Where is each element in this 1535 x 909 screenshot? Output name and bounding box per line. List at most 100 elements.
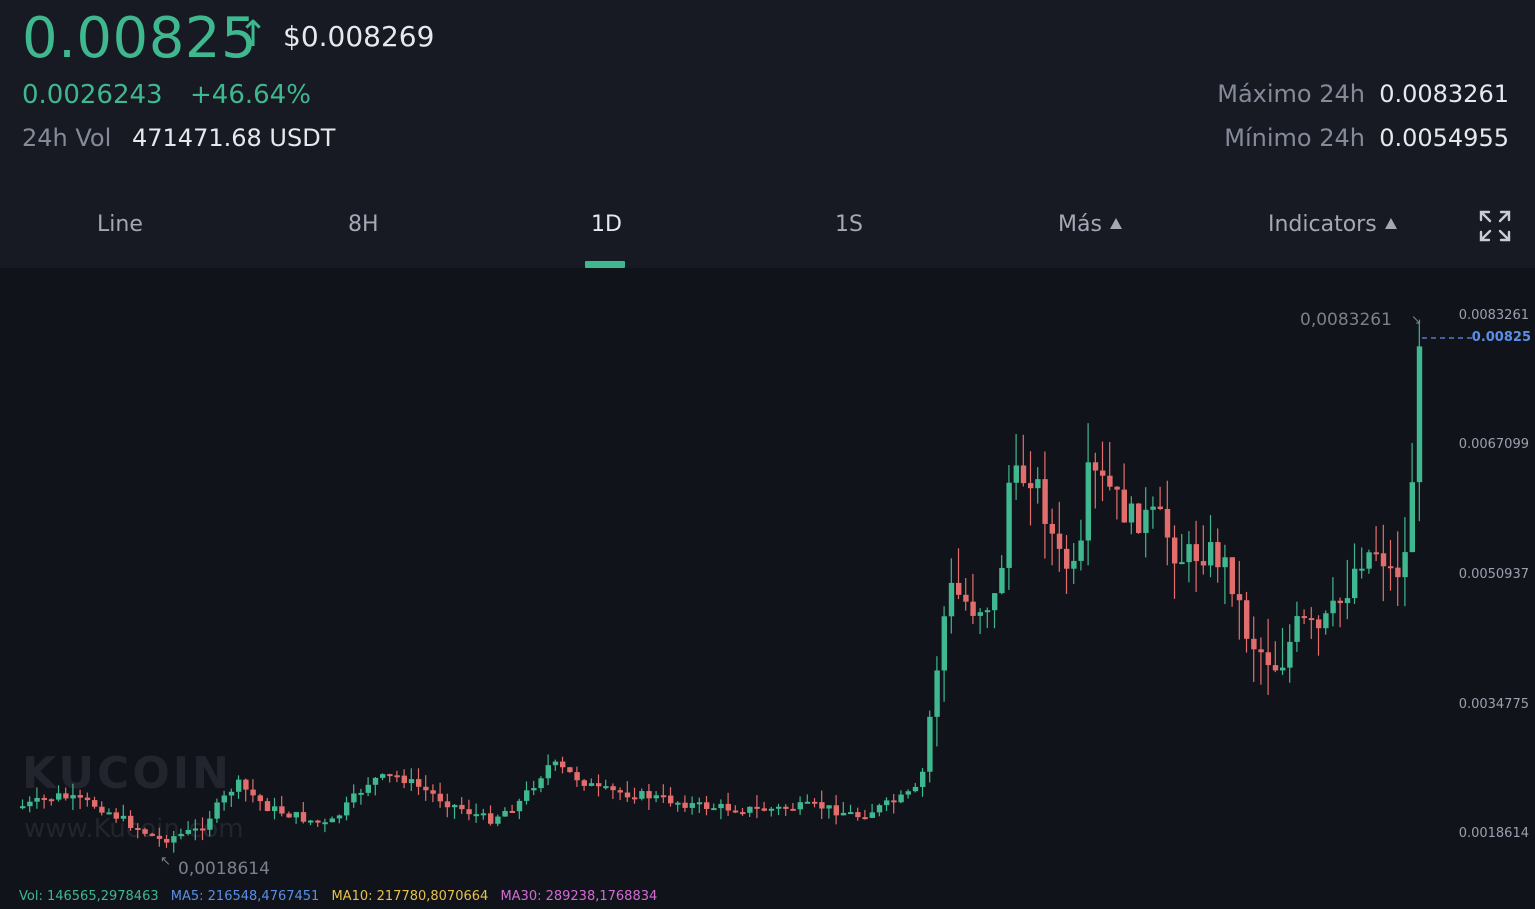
price-axis-label: 0.0067099 xyxy=(1458,437,1529,452)
candle xyxy=(1200,525,1207,575)
tab-more-label: Más xyxy=(1058,212,1102,237)
candle-body xyxy=(776,806,782,809)
candle xyxy=(1100,441,1106,502)
candle xyxy=(963,578,969,611)
candle-body xyxy=(1042,479,1048,524)
candle xyxy=(639,788,645,801)
candle-body xyxy=(92,800,98,807)
candle xyxy=(351,784,357,808)
candle xyxy=(1028,451,1034,526)
candle xyxy=(1179,533,1185,565)
candle-body xyxy=(783,806,789,809)
candle xyxy=(1056,501,1063,572)
candle-body xyxy=(279,806,285,814)
tab-line[interactable]: Line xyxy=(97,212,143,237)
candle-body xyxy=(653,795,659,799)
candle-body xyxy=(401,775,407,784)
candle-body xyxy=(1308,618,1315,621)
candle-body xyxy=(365,784,371,793)
candle xyxy=(1323,610,1329,635)
candle-body xyxy=(221,795,227,803)
candle-body xyxy=(1092,462,1099,471)
candle-body xyxy=(1013,465,1019,483)
candlestick-chart[interactable]: KUCOIN www.Kucoin.com 0.0083261 0.00825 … xyxy=(0,268,1535,909)
tab-indicators[interactable]: Indicators xyxy=(1268,212,1397,237)
candle-body xyxy=(660,795,667,798)
candle xyxy=(236,775,242,799)
candle xyxy=(207,810,213,837)
candle xyxy=(574,766,580,787)
candle-body xyxy=(603,786,609,789)
candle-body xyxy=(869,812,875,818)
candle-body xyxy=(963,594,969,602)
candle xyxy=(128,810,134,831)
candle xyxy=(732,805,739,814)
candle xyxy=(653,791,659,803)
candle-body xyxy=(912,786,919,792)
candle-body xyxy=(1280,667,1286,671)
candle-body xyxy=(840,812,847,816)
candle xyxy=(77,789,83,810)
candle-body xyxy=(466,809,472,815)
candle-body xyxy=(1395,567,1401,578)
candle xyxy=(300,801,307,824)
candle xyxy=(502,807,508,817)
candle-body xyxy=(135,827,141,830)
tab-1d[interactable]: 1D xyxy=(591,212,622,237)
candle xyxy=(1352,543,1358,604)
candle-body xyxy=(509,810,515,813)
candle-body xyxy=(927,716,933,772)
candle-body xyxy=(228,791,235,796)
candle-body xyxy=(300,812,307,822)
candle-body xyxy=(423,786,429,791)
candle xyxy=(560,756,566,774)
tab-1s[interactable]: 1S xyxy=(835,212,863,237)
candle-body xyxy=(344,802,350,816)
candle xyxy=(1136,502,1142,534)
candle xyxy=(992,593,998,629)
candle-body xyxy=(632,797,638,800)
candle-body xyxy=(250,789,256,796)
candle xyxy=(876,803,883,817)
candle-body xyxy=(502,810,508,817)
candle-body xyxy=(891,800,897,803)
candle-body xyxy=(812,801,818,804)
candle xyxy=(912,783,919,793)
candle xyxy=(344,796,350,821)
candle-body xyxy=(934,670,940,717)
tab-8h[interactable]: 8H xyxy=(348,212,379,237)
price-up-arrow-icon: ↑ xyxy=(238,14,269,55)
candle xyxy=(905,789,911,799)
price-axis-label: 0.0050937 xyxy=(1458,567,1529,582)
candle xyxy=(372,776,379,796)
candle xyxy=(63,787,69,801)
candle-body xyxy=(387,774,393,777)
candle xyxy=(804,794,811,804)
candle xyxy=(113,808,119,823)
candle xyxy=(1301,609,1307,625)
candle-body xyxy=(956,582,962,595)
candle xyxy=(567,766,573,773)
candle-body xyxy=(120,815,127,819)
ma30-indicator: MA30: 289238,1768834 xyxy=(500,889,658,904)
candle xyxy=(56,785,62,802)
fullscreen-expand-icon[interactable] xyxy=(1478,209,1512,243)
candle-body xyxy=(1359,568,1365,571)
candle-body xyxy=(293,812,299,818)
candle-body xyxy=(588,783,595,786)
candle xyxy=(473,803,479,823)
candle-body xyxy=(20,806,26,809)
candle xyxy=(1229,557,1235,607)
tab-more[interactable]: Más xyxy=(1058,212,1122,237)
candle xyxy=(293,811,299,824)
candle xyxy=(1107,442,1113,491)
candle xyxy=(488,805,494,826)
candle-body xyxy=(1107,475,1113,487)
candle-body xyxy=(696,802,703,805)
candle-body xyxy=(1056,533,1063,549)
candle xyxy=(41,794,47,809)
candle xyxy=(106,808,112,815)
candle-body xyxy=(459,804,465,810)
candle-body xyxy=(106,812,112,815)
candle-body xyxy=(747,806,753,813)
